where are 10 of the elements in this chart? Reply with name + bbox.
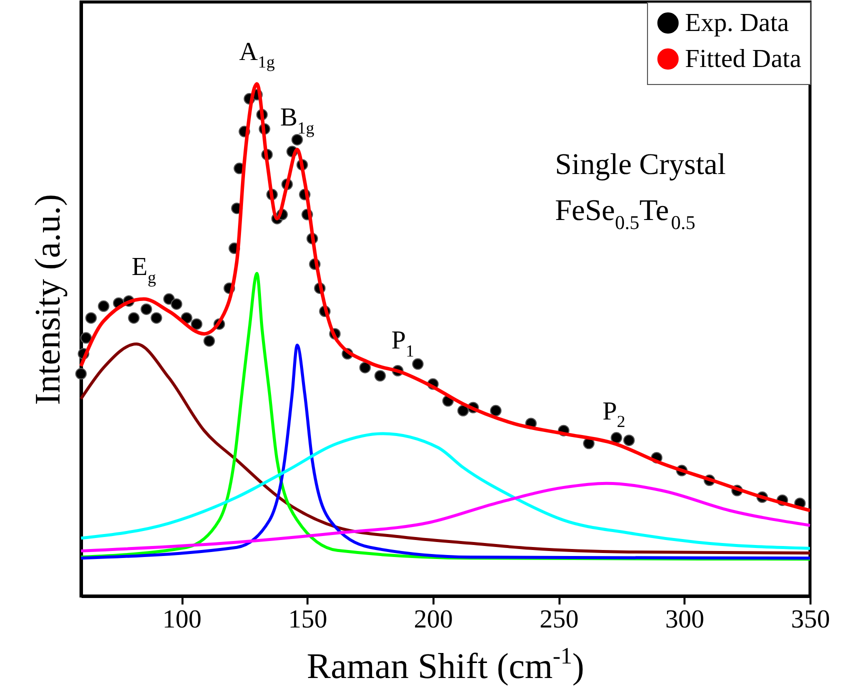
x-tick-label: 250: [540, 604, 579, 634]
x-tick-label: 350: [791, 604, 830, 634]
y-axis-title: Intensity (a.u.): [28, 194, 68, 405]
x-tick-label: 100: [162, 604, 202, 634]
legend-label: Exp. Data: [685, 8, 790, 37]
annotation: Single Crystal: [555, 148, 726, 181]
x-tick-label: 150: [288, 604, 328, 634]
x-tick-label: 300: [665, 604, 704, 634]
x-tick-label: 200: [414, 604, 453, 634]
legend-label: Fitted Data: [685, 44, 802, 73]
